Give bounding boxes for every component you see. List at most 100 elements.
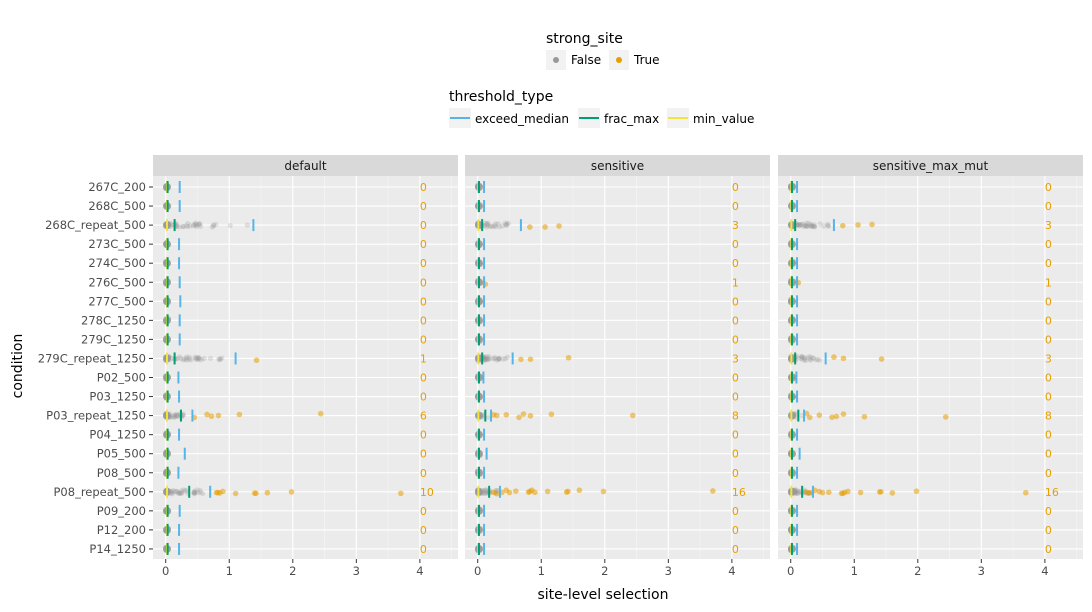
point-weak bbox=[200, 491, 206, 497]
point-weak bbox=[174, 488, 181, 494]
x-axis-title: site-level selection bbox=[537, 587, 668, 603]
point-weak bbox=[486, 354, 492, 360]
point-weak bbox=[172, 413, 178, 419]
count-label: 3 bbox=[732, 219, 739, 232]
count-label: 0 bbox=[1045, 543, 1052, 556]
legend-point-true bbox=[616, 57, 622, 63]
point-strong bbox=[710, 488, 716, 494]
point-weak bbox=[210, 222, 217, 228]
count-label: 0 bbox=[732, 543, 739, 556]
point-weak bbox=[181, 356, 188, 362]
point-weak bbox=[179, 490, 185, 496]
point-weak bbox=[178, 491, 184, 497]
legend-label-min-value: min_value bbox=[693, 112, 754, 126]
point-strong bbox=[806, 414, 813, 421]
point-weak bbox=[169, 491, 175, 497]
point-weak bbox=[807, 357, 814, 363]
point-weak bbox=[197, 223, 204, 230]
point-weak bbox=[484, 220, 490, 227]
point-weak bbox=[217, 357, 223, 363]
count-label: 0 bbox=[732, 181, 739, 194]
point-strong bbox=[490, 411, 497, 418]
point-weak bbox=[219, 355, 225, 361]
point-strong bbox=[215, 412, 222, 419]
count-label: 0 bbox=[732, 314, 739, 327]
point-weak bbox=[174, 413, 180, 419]
y-tick-label: P14_1250 bbox=[89, 542, 146, 556]
point-weak bbox=[485, 220, 491, 226]
point-strong bbox=[889, 490, 896, 496]
point-weak bbox=[195, 355, 201, 361]
point-weak bbox=[482, 355, 489, 361]
count-label: 0 bbox=[732, 429, 739, 442]
point-weak bbox=[813, 357, 819, 363]
point-strong bbox=[317, 410, 324, 417]
point-weak bbox=[807, 356, 813, 362]
y-tick-label: 276C_500 bbox=[88, 275, 146, 289]
point-weak bbox=[172, 412, 178, 418]
y-tick-label: 278C_1250 bbox=[81, 313, 146, 327]
point-weak bbox=[171, 412, 177, 419]
count-label: 0 bbox=[732, 391, 739, 404]
point-strong bbox=[220, 488, 226, 495]
point-weak bbox=[195, 222, 202, 228]
legend-title-strong-site: strong_site bbox=[546, 31, 623, 47]
point-weak bbox=[817, 221, 823, 227]
point-weak bbox=[201, 355, 207, 362]
point-weak bbox=[174, 223, 180, 229]
point-weak bbox=[810, 355, 817, 361]
point-strong bbox=[826, 489, 832, 496]
point-weak bbox=[244, 222, 250, 228]
count-label: 0 bbox=[1045, 257, 1052, 270]
point-weak bbox=[193, 356, 199, 362]
point-weak bbox=[191, 222, 197, 228]
point-weak bbox=[504, 354, 510, 360]
point-weak bbox=[187, 223, 193, 229]
point-weak bbox=[482, 487, 488, 493]
count-label: 0 bbox=[420, 372, 427, 385]
point-weak bbox=[492, 221, 499, 227]
y-tick-label: 273C_500 bbox=[88, 237, 146, 251]
point-weak bbox=[811, 224, 818, 230]
point-weak bbox=[795, 488, 801, 494]
point-weak bbox=[824, 221, 831, 228]
point-weak bbox=[505, 220, 511, 227]
point-weak bbox=[184, 354, 190, 360]
count-label: 0 bbox=[420, 467, 427, 480]
point-weak bbox=[195, 354, 201, 361]
point-weak bbox=[482, 220, 488, 226]
point-weak bbox=[808, 223, 814, 229]
point-weak bbox=[803, 223, 809, 229]
y-tick-label: 277C_500 bbox=[88, 294, 146, 308]
x-tick-label: 1 bbox=[226, 564, 233, 578]
count-label: 0 bbox=[732, 257, 739, 270]
point-strong bbox=[264, 489, 271, 496]
y-tick-label: 268C_repeat_500 bbox=[45, 218, 146, 232]
point-weak bbox=[504, 221, 510, 227]
point-weak bbox=[176, 490, 183, 496]
x-tick-label: 0 bbox=[787, 564, 794, 578]
point-weak bbox=[495, 221, 501, 227]
point-weak bbox=[807, 222, 813, 229]
x-tick-label: 0 bbox=[474, 564, 481, 578]
x-tick-label: 0 bbox=[162, 564, 169, 578]
count-label: 0 bbox=[420, 257, 427, 270]
point-weak bbox=[795, 490, 802, 496]
point-weak bbox=[216, 356, 222, 362]
count-label: 3 bbox=[732, 352, 739, 365]
count-label: 0 bbox=[420, 295, 427, 308]
count-label: 8 bbox=[732, 410, 739, 423]
count-label: 0 bbox=[1045, 238, 1052, 251]
point-weak bbox=[485, 356, 491, 362]
point-weak bbox=[800, 223, 807, 229]
point-strong bbox=[253, 490, 259, 497]
point-weak bbox=[184, 357, 190, 363]
y-axis-title: condition bbox=[10, 334, 26, 399]
count-label: 0 bbox=[1045, 391, 1052, 404]
count-label: 0 bbox=[732, 372, 739, 385]
point-weak bbox=[176, 224, 183, 230]
x-tick-label: 2 bbox=[289, 564, 296, 578]
point-weak bbox=[809, 223, 815, 229]
point-weak bbox=[799, 354, 805, 360]
